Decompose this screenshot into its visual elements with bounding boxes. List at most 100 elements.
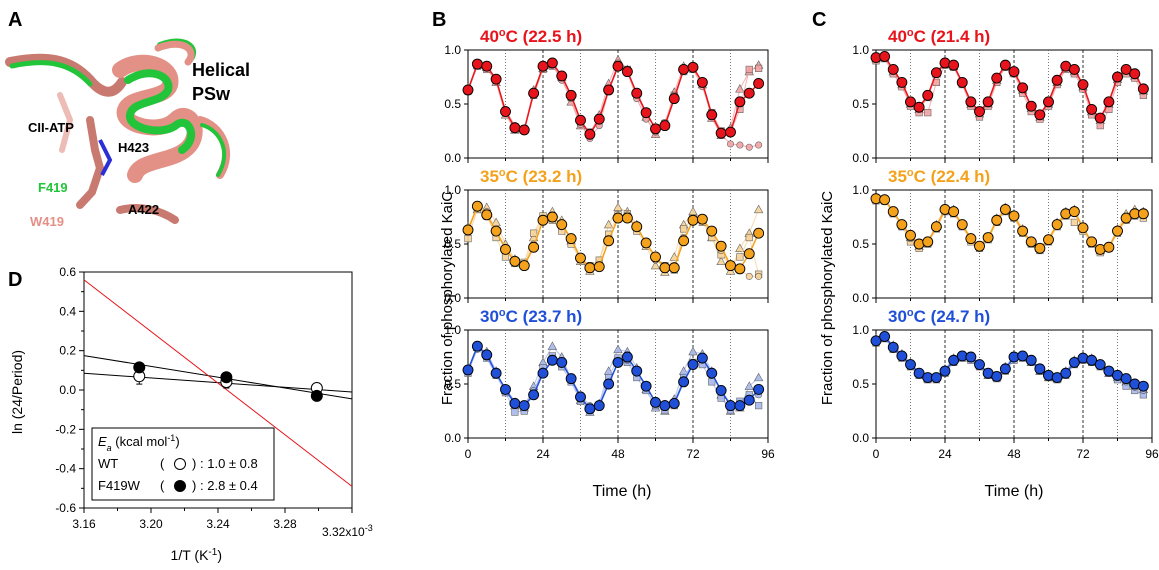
panel-b-subplot-2: 30oC (23.7 h) 0.0 0.5 1.0 0 24 48 72 96 [444,307,775,461]
title-temp: 40 [888,27,907,46]
series-circle-point [481,209,493,221]
series-circle-point [948,354,960,366]
panel-d-x-axis-label: 1/T (K-1) [171,547,222,564]
series-circle-point [537,367,549,379]
series-circle-point [870,335,882,347]
label-helical: Helical [192,60,250,80]
series-circle-point [1068,63,1080,75]
series-circle-point [930,67,942,79]
series-triangle-point [716,256,726,265]
x-tick-label-2: 48 [611,447,625,461]
series-circle-point [687,359,699,371]
series-circle-point [565,89,577,101]
y-tick-label-2: 1.0 [444,323,461,337]
series-circle-point [1017,82,1029,94]
series-circle-point [1051,372,1063,383]
series-circle-point [1068,356,1080,368]
series-circle-point [659,120,671,132]
series-circle-point [687,61,699,73]
title-temp: 30 [480,307,499,326]
series-circle-point [879,51,891,62]
series-circle-point [575,252,586,264]
legend-row-value-1: : 2.8 ± 0.4 [200,478,258,493]
series-circle-point [1043,96,1054,108]
panel-label-c: C [812,9,826,31]
x-tick-label-3: 72 [686,447,700,461]
series-triangle-point [744,381,754,390]
legend-paren-open: ( [160,478,165,493]
series-circle-point [1094,112,1106,124]
series-circle-point [753,383,765,395]
series-circle-point [518,400,530,412]
title-temp: 30 [888,307,907,326]
series-circle-point [650,396,661,408]
series-circle-point [896,219,908,231]
series-circle-point [743,87,755,99]
panel-c: C Fraction of phosphorylated KaiC Time (… [812,9,1159,500]
series-circle-point [905,359,916,371]
series-square-point [464,235,472,243]
d-y-tick-label-3: 0.0 [59,383,76,397]
title-period: C (22.4 h) [914,167,991,186]
series-circle-point [887,341,899,353]
series-circle-point [887,63,899,75]
series-circle-point [913,101,925,113]
legend-paren-close: ) [192,478,196,493]
series-triangle-point [753,204,764,214]
series-circle-point [631,365,643,377]
series-circle-point [659,262,671,274]
series-circle-point [753,78,765,89]
series-circle-point [706,367,718,379]
x-tick-label-1: 24 [536,447,550,461]
series-circle-point [999,203,1011,215]
panel-c-y-axis-label: Fraction of phosphorylated KaiC [819,191,836,405]
series-circle-light-point [745,143,753,151]
legend-title-unit-exp: -1 [167,433,175,443]
y-tick-label-2: 1.0 [852,183,869,197]
series-circle-point [930,372,942,383]
series-circle-point [974,359,985,371]
series-circle-point [696,213,708,225]
d-x-tick-label-last: 3.32x10-3 [322,523,373,539]
series-circle-light-point [726,140,734,148]
x-tick-label-4: 96 [1145,447,1159,461]
series-circle-point [500,106,511,118]
series-circle-point [1103,96,1115,108]
series-circle-point [612,212,624,224]
series-circle-point [879,331,891,342]
x-tick-label-2: 48 [1007,447,1021,461]
series-circle-point [1034,363,1046,375]
series-circle-point [556,356,568,368]
series-circle-point [640,380,652,392]
legend-row-label-1: F419W [98,478,141,493]
legend-row-label-0: WT [98,456,118,471]
legend-paren-open: ( [160,456,165,471]
label-a422: A422 [128,202,159,217]
series-circle-point [593,261,605,273]
series-circle-point [922,89,934,101]
panel-d: D ln (24/Period) 1/T (K-1) -0.6 -0.4 -0.2 0… [8,265,373,563]
series-circle-point [678,63,690,75]
series-circle-point [896,76,908,88]
x-tick-label-0: 0 [873,447,880,461]
series-circle-point [1120,63,1132,75]
legend-title-unit: (kcal mol [112,434,168,449]
series-square-point [511,408,519,416]
series-circle-point [1051,219,1063,231]
series-circle-point [481,60,493,72]
series-circle-point [490,225,502,237]
series-circle-point [999,59,1011,71]
y-tick-label-0: 0.0 [444,151,461,165]
series-square-point [924,109,932,117]
series-circle-point [668,262,680,274]
series-circle-point [603,378,615,390]
subplot-0-title: 40oC (22.5 h) [480,27,582,46]
series-circle-point [612,60,624,72]
series-circle-point [1086,236,1098,248]
series-circle-point [565,373,577,385]
series-circle-point [706,225,718,237]
x-tick-label-4: 96 [761,447,775,461]
series-square-point [530,229,538,237]
series-circle-point [965,233,977,245]
series-circle-point [715,127,727,139]
